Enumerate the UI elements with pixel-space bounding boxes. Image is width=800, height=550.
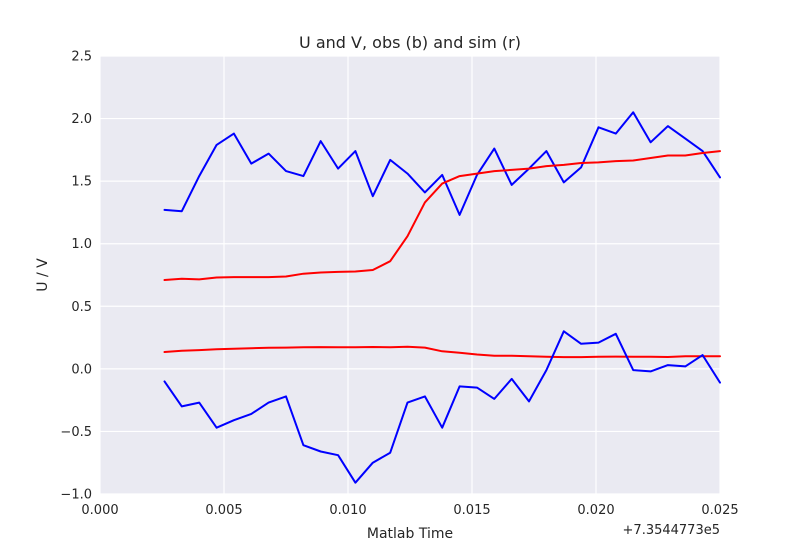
series-line-2 [163,150,721,281]
x-tick-label: 0.000 [81,503,118,518]
y-tick-label: −1.0 [60,488,92,503]
y-tick-label: 0.5 [71,300,92,315]
x-axis-offset-label: +7.3544773e5 [623,523,720,538]
x-axis-title: Matlab Time [367,526,453,542]
series-line-4 [163,330,721,484]
y-tick-label: −0.5 [60,425,92,440]
y-axis-title: U / V [35,258,51,292]
series-line-1 [163,111,721,216]
grid [99,55,721,495]
x-tick-label: 0.015 [453,503,490,518]
x-axis-ticks: 0.000 0.005 0.010 0.015 0.020 0.025 [81,503,738,518]
x-tick-label: 0.010 [329,503,366,518]
x-tick-label: 0.005 [205,503,242,518]
x-tick-label: 0.020 [577,503,614,518]
x-tick-label: 0.025 [701,503,738,518]
y-axis-ticks: −1.0 −0.5 0.0 0.5 1.0 1.5 2.0 2.5 [60,50,92,503]
chart-title: U and V, obs (b) and sim (r) [299,33,521,52]
plot-area [100,56,720,494]
y-tick-label: 1.5 [71,175,92,190]
series-layer [163,111,721,484]
y-tick-label: 0.0 [71,362,92,377]
y-tick-label: 1.0 [71,237,92,252]
y-tick-label: 2.0 [71,112,92,127]
y-tick-label: 2.5 [71,50,92,65]
